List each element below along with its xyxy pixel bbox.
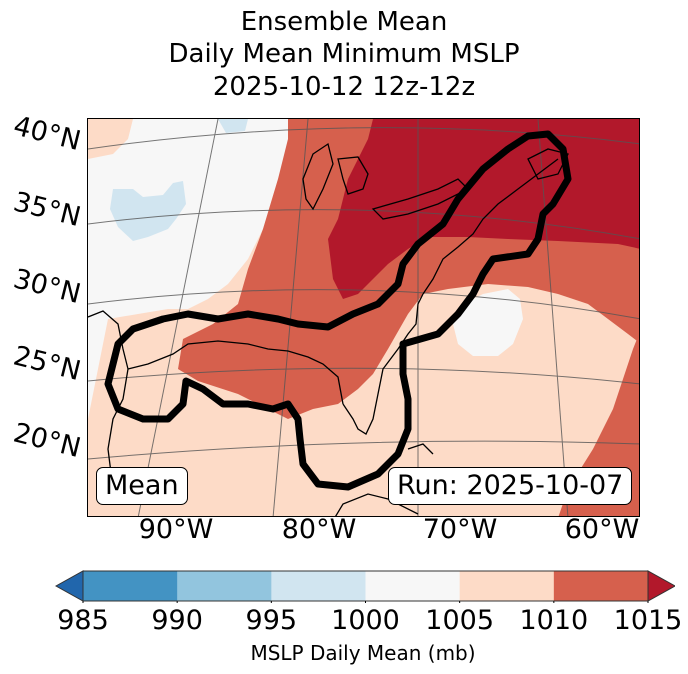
colorbar-tick-label: 1015 (613, 605, 683, 636)
lon-label-80w: 80°W (281, 514, 357, 545)
colorbar-segment-3 (365, 571, 461, 601)
mean-label-box: Mean (96, 467, 188, 505)
map-canvas (88, 119, 639, 516)
colorbar-tick-label: 1000 (331, 605, 400, 636)
title-line-2: Daily Mean Minimum MSLP (168, 39, 520, 69)
lat-label-35: 35°N (10, 186, 84, 234)
lon-label-70w: 70°W (422, 514, 498, 545)
colorbar-segment-2 (271, 571, 366, 601)
colorbar-tick-label: 990 (151, 605, 203, 636)
map-panel (87, 118, 640, 517)
colorbar-segment-0 (83, 571, 178, 601)
lon-label-60w: 60°W (564, 514, 640, 545)
lon-label-90w: 90°W (138, 514, 214, 545)
region-northeast-high (328, 119, 639, 299)
colorbar-over-extend (647, 570, 675, 602)
colorbar-tick-label: 1005 (425, 605, 495, 636)
colorbar-tick-label: 985 (57, 605, 109, 636)
run-date-box: Run: 2025-10-07 (388, 467, 633, 505)
lat-label-40: 40°N (10, 110, 84, 158)
colorbar-under-extend (55, 570, 84, 602)
lat-label-20: 20°N (10, 417, 84, 465)
region-atlantic-low-patch (453, 289, 523, 356)
title-line-1: Ensemble Mean (240, 7, 448, 37)
colorbar-segment-5 (553, 571, 649, 601)
lat-label-25: 25°N (10, 340, 84, 388)
region-plains-low-patch-top (218, 119, 248, 133)
lat-label-30: 30°N (10, 263, 84, 311)
region-pink-topleft (88, 119, 133, 159)
colorbar-tick-label: 995 (245, 605, 298, 636)
colorbar-segment-4 (459, 571, 555, 601)
title-line-3: 2025-10-12 12z-12z (212, 72, 476, 102)
colorbar-label: MSLP Daily Mean (mb) (250, 641, 476, 665)
colorbar (55, 570, 675, 603)
colorbar-segment-1 (177, 571, 272, 601)
region-western-plains-top (128, 119, 288, 149)
probability-contour (104, 130, 572, 491)
region-plains-low-patch (110, 181, 186, 241)
colorbar-tick-label: 1010 (519, 605, 589, 636)
